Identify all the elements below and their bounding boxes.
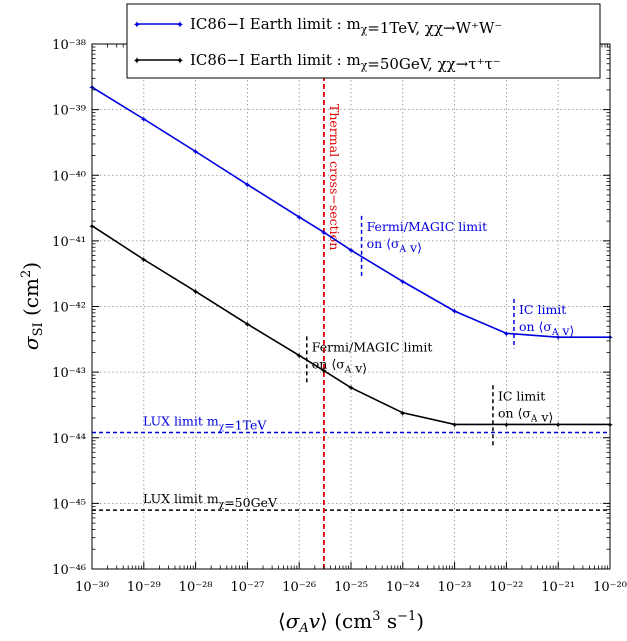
series-point: ✦: [320, 228, 328, 238]
series-point: ✦: [399, 408, 407, 418]
x-tick-label: 10⁻²⁸: [179, 580, 213, 595]
series-point: ✦: [244, 180, 252, 190]
lux-limit-label: LUX limit mχ=50GeV: [143, 491, 278, 510]
y-tick-label: 10⁻³⁸: [52, 38, 86, 53]
y-axis-label: σSI (cm2): [19, 262, 46, 350]
annotations: Fermi/MAGIC limit on ⟨σA v⟩ IC limit on ⟨σA…: [306, 215, 574, 446]
x-axis-label: ⟨σAv⟩ (cm3 s−1): [278, 609, 424, 636]
limit-annotation: IC limit: [498, 388, 545, 403]
limit-annotation: Fermi/MAGIC limit: [312, 339, 433, 354]
legend-label-1tev: IC86−I Earth limit : mχ=1TeV, χχ→W⁺W⁻: [190, 15, 502, 37]
series-point: ✦: [503, 329, 511, 339]
series-line-1: [91, 225, 610, 426]
x-tick-label: 10⁻²⁷: [230, 580, 264, 595]
series-point: ✦: [347, 246, 355, 256]
legend-entry-50gev: ✦ ✦ IC86−I Earth limit : mχ=50GeV, χχ→τ⁺…: [133, 51, 501, 73]
limit-annotation: on ⟨σA v⟩: [498, 405, 553, 424]
reference-lines: LUX limit mχ=1TeV LUX limit mχ=50GeV Therm…: [92, 44, 610, 569]
x-tick-label: 10⁻²⁵: [334, 580, 368, 595]
y-tick-label: 10⁻⁴⁵: [52, 497, 86, 512]
legend-marker-1tev-end: ✦: [176, 20, 184, 31]
y-tick-label: 10⁻⁴³: [52, 366, 86, 381]
x-tick-label: 10⁻²⁹: [127, 580, 161, 595]
y-tick-label: 10⁻⁴⁴: [52, 432, 86, 447]
legend-marker-50gev: ✦: [133, 56, 141, 67]
legend: ✦ ✦ IC86−I Earth limit : mχ=1TeV, χχ→W⁺W…: [126, 3, 601, 79]
thermal-cross-section-label: Thermal cross−section: [327, 104, 342, 250]
series-point: ✦: [295, 213, 303, 223]
series-point: ✦: [192, 287, 200, 297]
series-point: ✦: [451, 420, 459, 430]
x-tick-label: 10⁻²¹: [541, 580, 575, 595]
y-tick-label: 10⁻³⁹: [52, 104, 86, 119]
lux-limit-label: LUX limit mχ=1TeV: [143, 414, 267, 433]
series-line-0: [91, 86, 610, 339]
series-point: ✦: [554, 333, 562, 343]
series-point: ✦: [140, 114, 148, 124]
series-point: ✦: [554, 420, 562, 430]
legend-marker-50gev-end: ✦: [176, 56, 184, 67]
x-tick-label: 10⁻²³: [438, 580, 472, 595]
legend-box: [126, 3, 601, 79]
series-point: ✦: [244, 320, 252, 330]
x-tick-label: 10⁻²²: [489, 580, 523, 595]
limit-annotation: on ⟨σA v⟩: [519, 319, 574, 338]
y-tick-label: 10⁻⁴⁶: [52, 563, 86, 578]
legend-label-50gev: IC86−I Earth limit : mχ=50GeV, χχ→τ⁺τ⁻: [190, 51, 501, 73]
limit-annotation: on ⟨σA v⟩: [312, 356, 367, 375]
y-tick-label: 10⁻⁴²: [52, 301, 86, 316]
x-tick-label: 10⁻²⁰: [593, 580, 627, 595]
y-tick-label: 10⁻⁴⁰: [52, 169, 86, 184]
limit-annotation: Fermi/MAGIC limit: [367, 219, 488, 234]
x-tick-label: 10⁻³⁰: [75, 580, 109, 595]
y-tick-label: 10⁻⁴¹: [52, 235, 86, 250]
series-point: ✦: [295, 351, 303, 361]
series-point: ✦: [140, 255, 148, 265]
limit-annotation: IC limit: [519, 302, 566, 317]
legend-entry-1tev: ✦ ✦ IC86−I Earth limit : mχ=1TeV, χχ→W⁺W…: [133, 15, 502, 37]
series-point: ✦: [451, 307, 459, 317]
limit-annotation: on ⟨σA v⟩: [367, 236, 422, 255]
series-point: ✦: [503, 420, 511, 430]
series-point: ✦: [192, 147, 200, 157]
series-point: ✦: [399, 277, 407, 287]
legend-marker-1tev: ✦: [133, 20, 141, 31]
x-tick-label: 10⁻²⁴: [386, 580, 420, 595]
series-point: ✦: [347, 383, 355, 393]
series-point: ✦: [320, 366, 328, 376]
x-tick-label: 10⁻²⁶: [282, 580, 316, 595]
